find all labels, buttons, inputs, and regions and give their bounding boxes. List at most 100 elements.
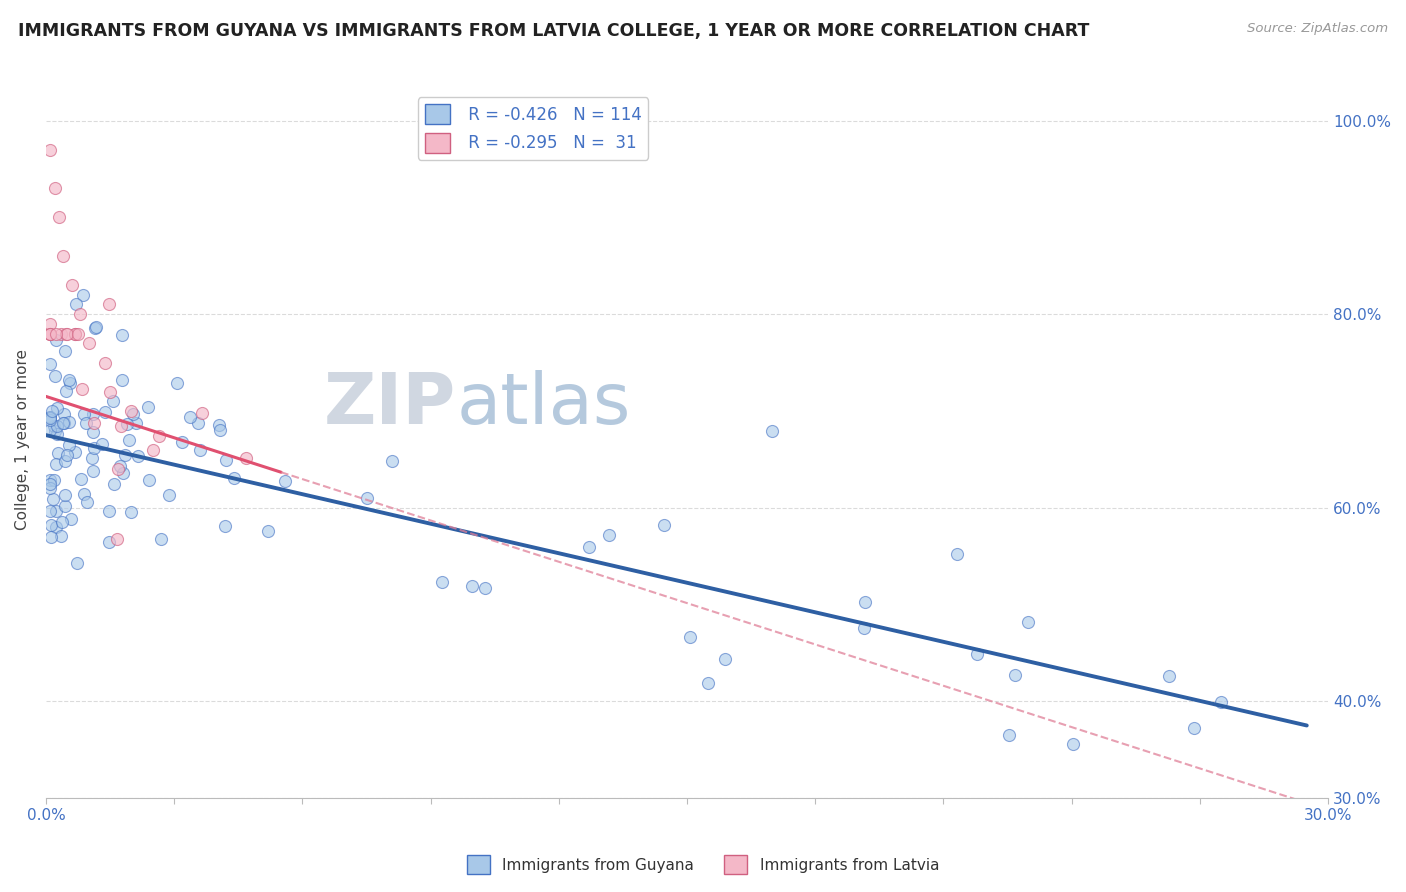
Point bbox=[118, 433, 141, 447]
Point bbox=[191, 406, 214, 420]
Legend: Immigrants from Guyana, Immigrants from Latvia: Immigrants from Guyana, Immigrants from … bbox=[461, 849, 945, 880]
Point bbox=[53, 454, 76, 468]
Point bbox=[42, 473, 65, 487]
Point bbox=[39, 504, 62, 518]
Point bbox=[39, 357, 62, 371]
Point bbox=[83, 417, 105, 431]
Point bbox=[84, 320, 107, 334]
Point bbox=[679, 631, 702, 645]
Point bbox=[58, 415, 80, 429]
Point bbox=[150, 532, 173, 546]
Point bbox=[111, 466, 134, 480]
Point bbox=[39, 476, 62, 491]
Point bbox=[39, 326, 62, 341]
Point bbox=[142, 442, 165, 457]
Point bbox=[72, 407, 94, 421]
Point bbox=[39, 413, 62, 427]
Point bbox=[39, 143, 62, 157]
Legend:  R = -0.426   N = 114,  R = -0.295   N =  31: R = -0.426 N = 114, R = -0.295 N = 31 bbox=[418, 97, 648, 160]
Point bbox=[44, 181, 66, 195]
Point bbox=[1004, 668, 1026, 682]
Point bbox=[714, 652, 737, 666]
Text: ZIP: ZIP bbox=[323, 369, 457, 439]
Point bbox=[115, 417, 138, 431]
Point bbox=[58, 373, 80, 387]
Point bbox=[474, 581, 496, 595]
Point bbox=[187, 416, 209, 430]
Point bbox=[125, 416, 148, 430]
Point bbox=[39, 326, 62, 341]
Point bbox=[45, 504, 67, 518]
Point bbox=[60, 278, 83, 293]
Point bbox=[63, 326, 86, 341]
Point bbox=[45, 457, 67, 471]
Point bbox=[76, 495, 98, 509]
Point bbox=[46, 401, 69, 415]
Text: atlas: atlas bbox=[457, 369, 631, 439]
Point bbox=[98, 384, 121, 399]
Point bbox=[188, 442, 211, 457]
Point bbox=[578, 540, 600, 554]
Point bbox=[82, 464, 104, 478]
Point bbox=[121, 407, 143, 421]
Point bbox=[65, 297, 87, 311]
Point bbox=[214, 518, 236, 533]
Text: Source: ZipAtlas.com: Source: ZipAtlas.com bbox=[1247, 22, 1388, 36]
Point bbox=[73, 487, 96, 501]
Point bbox=[90, 436, 112, 450]
Point bbox=[966, 648, 988, 662]
Point bbox=[1017, 615, 1039, 629]
Point bbox=[1159, 669, 1181, 683]
Point bbox=[82, 407, 104, 421]
Point bbox=[69, 307, 91, 321]
Point bbox=[179, 410, 201, 425]
Point bbox=[1062, 737, 1084, 751]
Point bbox=[101, 394, 124, 409]
Point bbox=[460, 579, 482, 593]
Point bbox=[63, 445, 86, 459]
Point bbox=[55, 326, 77, 341]
Point bbox=[39, 410, 62, 425]
Point bbox=[107, 462, 129, 476]
Point bbox=[52, 417, 75, 431]
Point bbox=[166, 376, 188, 390]
Point bbox=[53, 488, 76, 502]
Point bbox=[45, 333, 67, 347]
Point bbox=[53, 500, 76, 514]
Point bbox=[208, 418, 231, 433]
Point bbox=[77, 336, 100, 351]
Point bbox=[946, 547, 969, 561]
Point bbox=[93, 356, 115, 370]
Point bbox=[80, 450, 103, 465]
Point bbox=[51, 529, 73, 543]
Point bbox=[83, 442, 105, 456]
Point bbox=[70, 472, 93, 486]
Point bbox=[111, 328, 134, 343]
Point bbox=[70, 382, 93, 396]
Point bbox=[127, 449, 149, 463]
Point bbox=[138, 473, 160, 487]
Point bbox=[46, 446, 69, 460]
Point bbox=[41, 403, 63, 417]
Point bbox=[75, 416, 97, 430]
Point bbox=[257, 524, 280, 539]
Point bbox=[46, 419, 69, 434]
Point bbox=[157, 488, 180, 502]
Point bbox=[52, 249, 75, 263]
Point bbox=[94, 405, 117, 419]
Point bbox=[39, 326, 62, 341]
Point bbox=[51, 515, 73, 529]
Point bbox=[39, 517, 62, 532]
Point bbox=[110, 418, 132, 433]
Point bbox=[214, 453, 236, 467]
Point bbox=[274, 474, 297, 488]
Point bbox=[72, 288, 94, 302]
Point bbox=[103, 477, 125, 491]
Point bbox=[209, 423, 232, 437]
Point bbox=[55, 448, 77, 462]
Point bbox=[66, 556, 89, 570]
Point bbox=[53, 344, 76, 359]
Point bbox=[761, 425, 783, 439]
Point bbox=[39, 530, 62, 544]
Point bbox=[652, 518, 675, 533]
